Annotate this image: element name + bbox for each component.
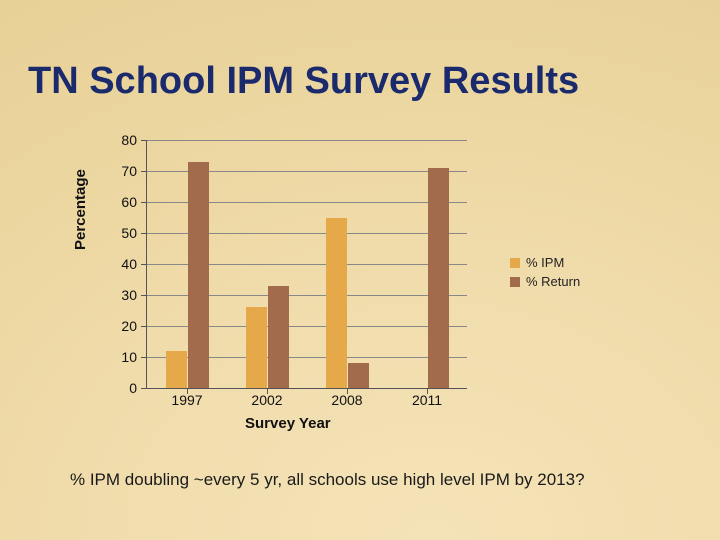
- bar--ipm: [246, 307, 267, 388]
- chart-legend: % IPM % Return: [510, 255, 580, 293]
- legend-label: % Return: [526, 274, 580, 289]
- y-tick: [141, 357, 147, 358]
- x-tick-label: 1997: [171, 392, 202, 408]
- y-tick-label: 80: [111, 132, 137, 148]
- y-tick-label: 40: [111, 256, 137, 272]
- y-tick: [141, 295, 147, 296]
- y-tick-label: 70: [111, 163, 137, 179]
- chart-caption: % IPM doubling ~every 5 yr, all schools …: [70, 470, 585, 490]
- y-tick: [141, 171, 147, 172]
- y-tick-label: 0: [111, 380, 137, 396]
- y-tick-label: 60: [111, 194, 137, 210]
- y-tick: [141, 326, 147, 327]
- bar--ipm: [326, 218, 347, 389]
- bar--return: [188, 162, 209, 388]
- y-tick: [141, 388, 147, 389]
- plot-area: 010203040506070801997200220082011: [146, 140, 467, 389]
- x-axis-title: Survey Year: [245, 415, 331, 432]
- legend-swatch: [510, 258, 520, 268]
- y-tick-label: 30: [111, 287, 137, 303]
- x-tick-label: 2002: [251, 392, 282, 408]
- y-tick-label: 20: [111, 318, 137, 334]
- y-tick-label: 50: [111, 225, 137, 241]
- y-tick: [141, 233, 147, 234]
- y-axis-title: Percentage: [72, 169, 89, 250]
- legend-swatch: [510, 277, 520, 287]
- bar--return: [268, 286, 289, 388]
- bar--ipm: [166, 351, 187, 388]
- survey-chart: Percentage Survey Year 01020304050607080…: [90, 140, 650, 440]
- bar--return: [428, 168, 449, 388]
- y-tick: [141, 140, 147, 141]
- bar--return: [348, 363, 369, 388]
- x-tick-label: 2008: [331, 392, 362, 408]
- gridline: [147, 140, 467, 141]
- legend-item: % IPM: [510, 255, 580, 270]
- legend-label: % IPM: [526, 255, 564, 270]
- legend-item: % Return: [510, 274, 580, 289]
- y-tick-label: 10: [111, 349, 137, 365]
- page-title: TN School IPM Survey Results: [28, 60, 579, 103]
- x-tick-label: 2011: [412, 392, 442, 408]
- y-tick: [141, 264, 147, 265]
- y-tick: [141, 202, 147, 203]
